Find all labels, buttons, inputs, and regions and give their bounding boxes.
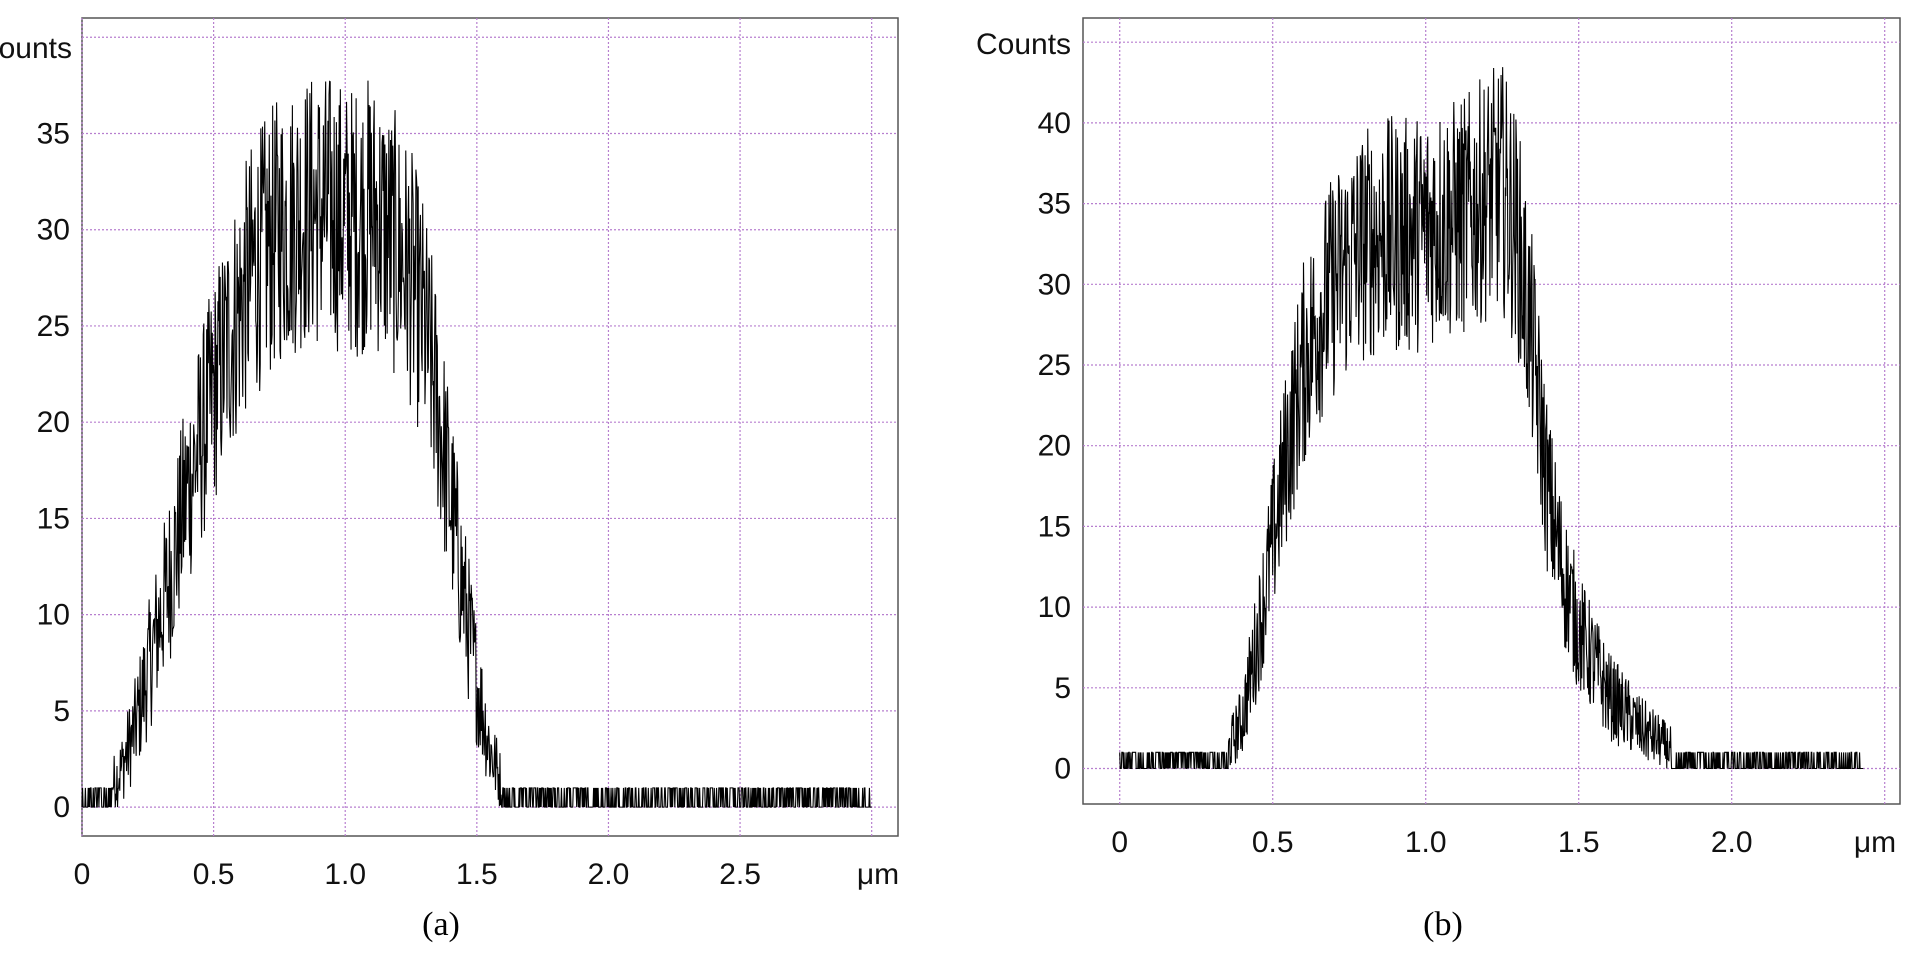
x-tick-label: 2.5 xyxy=(719,858,761,891)
y-tick-label: 15 xyxy=(1038,510,1071,543)
x-tick-label: 0 xyxy=(1111,826,1128,859)
y-tick-label: 40 xyxy=(1038,107,1071,140)
chart-panel-b: 0 0.5 1.0 1.5 2.0 μm 0 5 10 15 20 25 30 35 40 Counts (b) xyxy=(976,17,1901,943)
panel-label: (a) xyxy=(422,906,460,943)
series-line xyxy=(1119,67,1864,770)
y-tick-label: 30 xyxy=(1038,268,1071,301)
x-tick-label: 1.0 xyxy=(1405,826,1447,859)
y-tick-label: 25 xyxy=(37,310,70,343)
x-tick-label: 2.0 xyxy=(1711,826,1753,859)
x-tick-label: 1.5 xyxy=(1558,826,1600,859)
y-axis-label: Counts xyxy=(976,28,1071,61)
y-tick-label: 0 xyxy=(53,791,70,824)
y-axis-label: Counts xyxy=(0,32,72,65)
series-line xyxy=(81,80,872,808)
x-tick-label: 0 xyxy=(74,858,91,891)
chart-panel-a: 0 0.5 1.0 1.5 2.0 2.5 μm 0 5 10 15 20 25 30 35 Counts (a… xyxy=(0,17,899,943)
y-tick-label: 0 xyxy=(1054,752,1071,785)
x-tick-label: 1.0 xyxy=(324,858,366,891)
y-tick-label: 15 xyxy=(37,502,70,535)
plot-frame xyxy=(81,17,899,837)
y-tick-label: 35 xyxy=(37,117,70,150)
y-tick-label: 5 xyxy=(53,695,70,728)
x-tick-label: 1.5 xyxy=(456,858,498,891)
y-tick-label: 30 xyxy=(37,214,70,247)
y-tick-label: 10 xyxy=(1038,591,1071,624)
y-tick-label: 20 xyxy=(37,406,70,439)
y-tick-label: 10 xyxy=(37,599,70,632)
y-tick-label: 35 xyxy=(1038,188,1071,221)
y-tick-label: 20 xyxy=(1038,430,1071,463)
x-tick-label: 0.5 xyxy=(193,858,235,891)
x-tick-label: 2.0 xyxy=(588,858,630,891)
x-axis-unit: μm xyxy=(1854,826,1896,859)
y-tick-label: 5 xyxy=(1054,672,1071,705)
y-tick-label: 25 xyxy=(1038,349,1071,382)
x-axis-unit: μm xyxy=(857,858,899,891)
panel-label: (b) xyxy=(1423,906,1463,943)
x-tick-label: 0.5 xyxy=(1252,826,1294,859)
